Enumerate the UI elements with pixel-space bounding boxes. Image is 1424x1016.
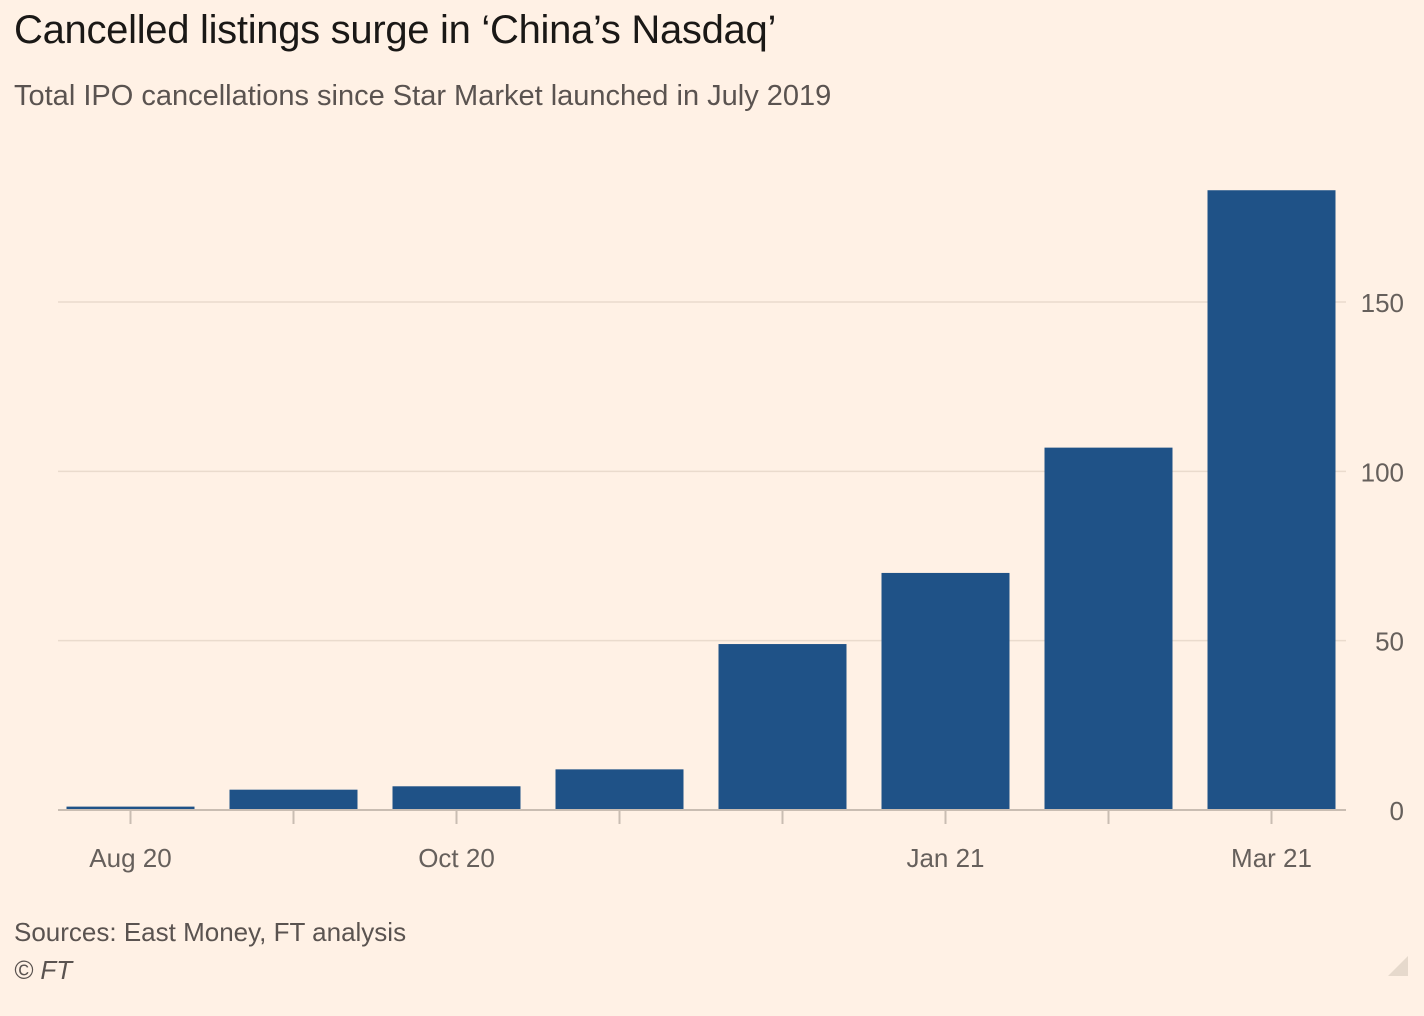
bar [555,769,684,810]
source-note: Sources: East Money, FT analysis [14,917,407,947]
resize-handle-icon [1388,956,1408,976]
x-tick-label: Mar 21 [1231,843,1312,873]
bar [229,789,358,810]
x-tick-label: Aug 20 [89,843,171,873]
y-tick-label: 0 [1390,796,1404,826]
chart-title: Cancelled listings surge in ‘China’s Nas… [14,8,777,52]
bar [66,806,195,810]
x-tick-label: Oct 20 [418,843,495,873]
y-tick-label: 100 [1361,457,1404,487]
y-tick-label: 150 [1361,288,1404,318]
x-tick-label: Jan 21 [906,843,984,873]
chart-subtitle: Total IPO cancellations since Star Marke… [14,80,832,112]
bar [1207,190,1336,811]
bar [1044,447,1173,810]
bar [718,644,847,810]
y-tick-label: 50 [1375,627,1404,657]
bar [392,786,521,810]
copyright-note: © FT [14,955,73,985]
bar-chart: 0 50 100 150 Aug 20 Oct 20 Jan 21 Mar 21 [58,190,1404,873]
bar [881,572,1010,810]
